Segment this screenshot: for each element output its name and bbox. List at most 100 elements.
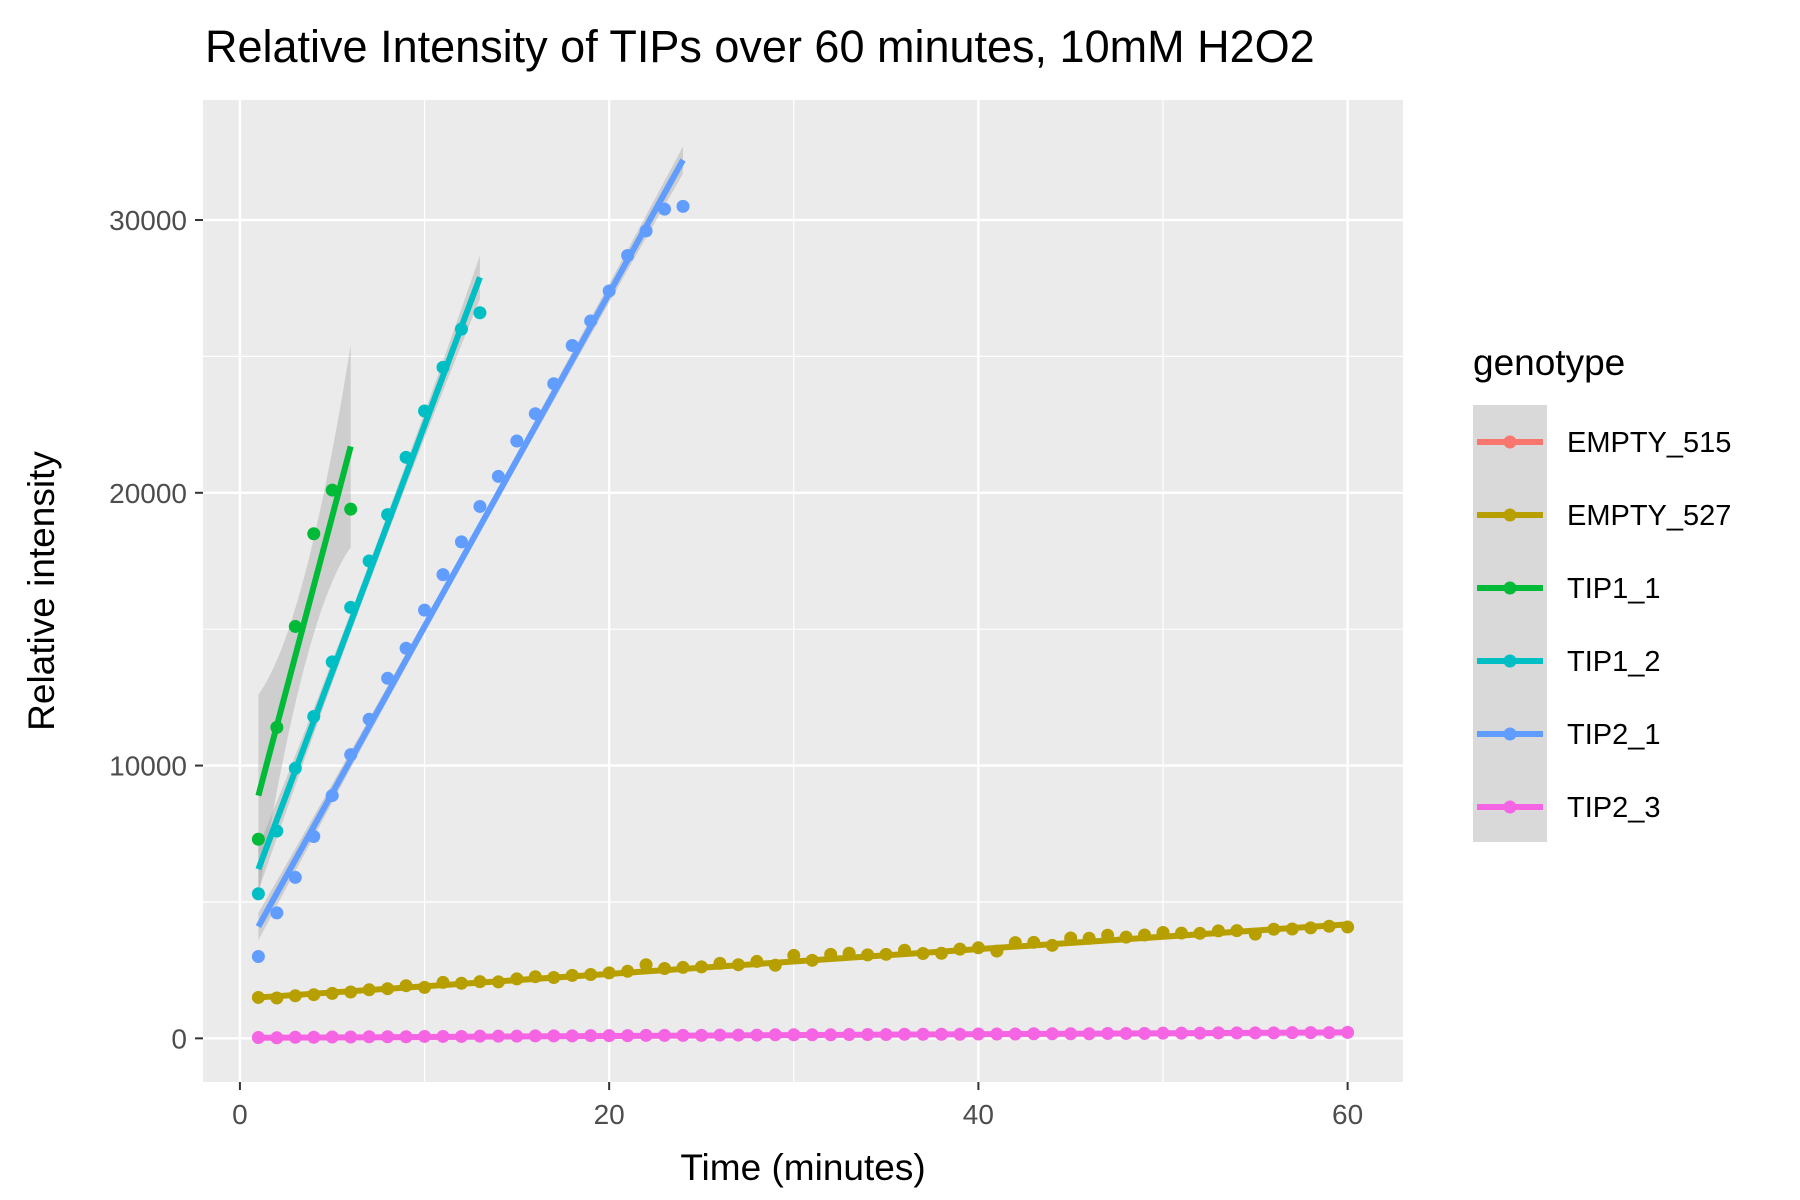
point-empty-527 [307,988,321,1002]
point-tip2-3 [1027,1027,1041,1041]
point-tip2-3 [621,1029,635,1043]
point-empty-527 [528,970,542,984]
point-tip2-1 [565,339,579,352]
point-tip1-2 [288,761,302,775]
point-empty-527 [1193,926,1207,940]
legend-key-background [1473,405,1547,842]
legend-label-tip1-2: TIP1_2 [1567,646,1661,678]
point-tip2-1 [584,314,598,328]
point-empty-527 [1285,922,1299,936]
point-empty-527 [658,962,672,976]
point-empty-527 [898,943,912,957]
legend-key-empty-515-point [1503,435,1517,449]
point-tip2-3 [510,1029,524,1043]
point-tip2-3 [1174,1026,1188,1040]
point-tip2-3 [750,1028,764,1042]
point-empty-527 [1045,938,1059,952]
chart-title: Relative Intensity of TIPs over 60 minut… [205,21,1315,72]
point-tip2-1 [454,535,468,549]
point-tip2-3 [1045,1027,1059,1041]
point-tip1-2 [454,322,468,336]
point-empty-527 [1211,924,1225,938]
point-empty-527 [565,968,579,982]
point-tip1-2 [270,824,284,838]
point-empty-527 [639,958,653,972]
point-empty-527 [916,947,930,961]
point-tip1-2 [344,600,358,614]
point-tip2-1 [436,568,450,582]
point-tip2-3 [1267,1026,1281,1040]
point-empty-527 [694,960,708,974]
point-empty-527 [1304,921,1318,935]
point-empty-527 [787,948,801,962]
point-tip2-3 [1082,1027,1096,1041]
point-tip2-1 [270,906,284,920]
point-tip2-1 [251,950,265,964]
point-tip2-1 [344,748,358,762]
point-empty-527 [1008,936,1022,950]
point-empty-527 [510,972,524,986]
point-empty-527 [1138,928,1152,942]
point-tip2-3 [1193,1026,1207,1040]
point-tip2-3 [1119,1026,1133,1040]
legend-title: genotype [1473,342,1625,383]
point-tip2-1 [510,434,524,448]
point-empty-527 [842,946,856,960]
point-tip2-3 [768,1028,782,1042]
point-empty-527 [824,947,838,961]
legend-key-tip1-1-point [1503,581,1517,595]
point-empty-527 [325,986,339,1000]
point-tip2-3 [436,1029,450,1043]
point-empty-527 [1230,924,1244,938]
point-tip2-3 [731,1028,745,1042]
point-empty-527 [491,975,505,989]
point-tip2-3 [584,1029,598,1043]
point-tip2-3 [861,1028,875,1042]
point-tip1-1 [344,502,358,516]
point-empty-527 [399,979,413,993]
point-tip2-3 [362,1030,376,1044]
fit-line-tip1-1 [255,445,354,797]
y-tick-label: 20000 [109,478,187,509]
point-tip2-3 [270,1031,284,1045]
point-empty-527 [934,946,948,960]
point-empty-527 [1101,928,1115,942]
point-tip2-3 [1322,1026,1336,1040]
point-tip2-3 [1008,1027,1022,1041]
point-tip2-3 [547,1029,561,1043]
point-empty-527 [344,985,358,999]
point-tip2-3 [898,1027,912,1041]
legend-label-tip1-1: TIP1_1 [1567,573,1661,605]
point-empty-527 [436,975,450,989]
point-empty-527 [750,954,764,968]
point-tip2-3 [1064,1027,1078,1041]
point-tip2-1 [381,671,395,685]
point-tip2-3 [953,1027,967,1041]
point-empty-527 [805,953,819,967]
point-empty-527 [1341,920,1355,934]
point-empty-527 [879,947,893,961]
legend-key-tip1-2-point [1503,654,1517,668]
point-empty-527 [990,944,1004,958]
point-empty-527 [454,976,468,990]
point-tip2-3 [288,1030,302,1044]
point-tip2-1 [658,202,672,216]
point-tip2-1 [639,224,653,238]
point-empty-527 [288,989,302,1003]
point-tip2-1 [399,641,413,655]
point-tip2-1 [621,248,635,262]
point-tip2-3 [971,1027,985,1041]
point-empty-527 [621,964,635,978]
point-empty-527 [547,971,561,985]
point-tip1-2 [436,360,450,374]
point-tip2-3 [565,1029,579,1043]
point-tip2-1 [547,377,561,391]
point-tip2-3 [824,1028,838,1042]
point-tip1-2 [362,554,376,568]
point-empty-527 [584,968,598,982]
point-tip2-3 [658,1028,672,1042]
point-tip2-1 [491,469,505,483]
point-tip2-3 [842,1028,856,1042]
x-tick-label: 60 [1332,1099,1363,1130]
point-empty-527 [362,983,376,997]
